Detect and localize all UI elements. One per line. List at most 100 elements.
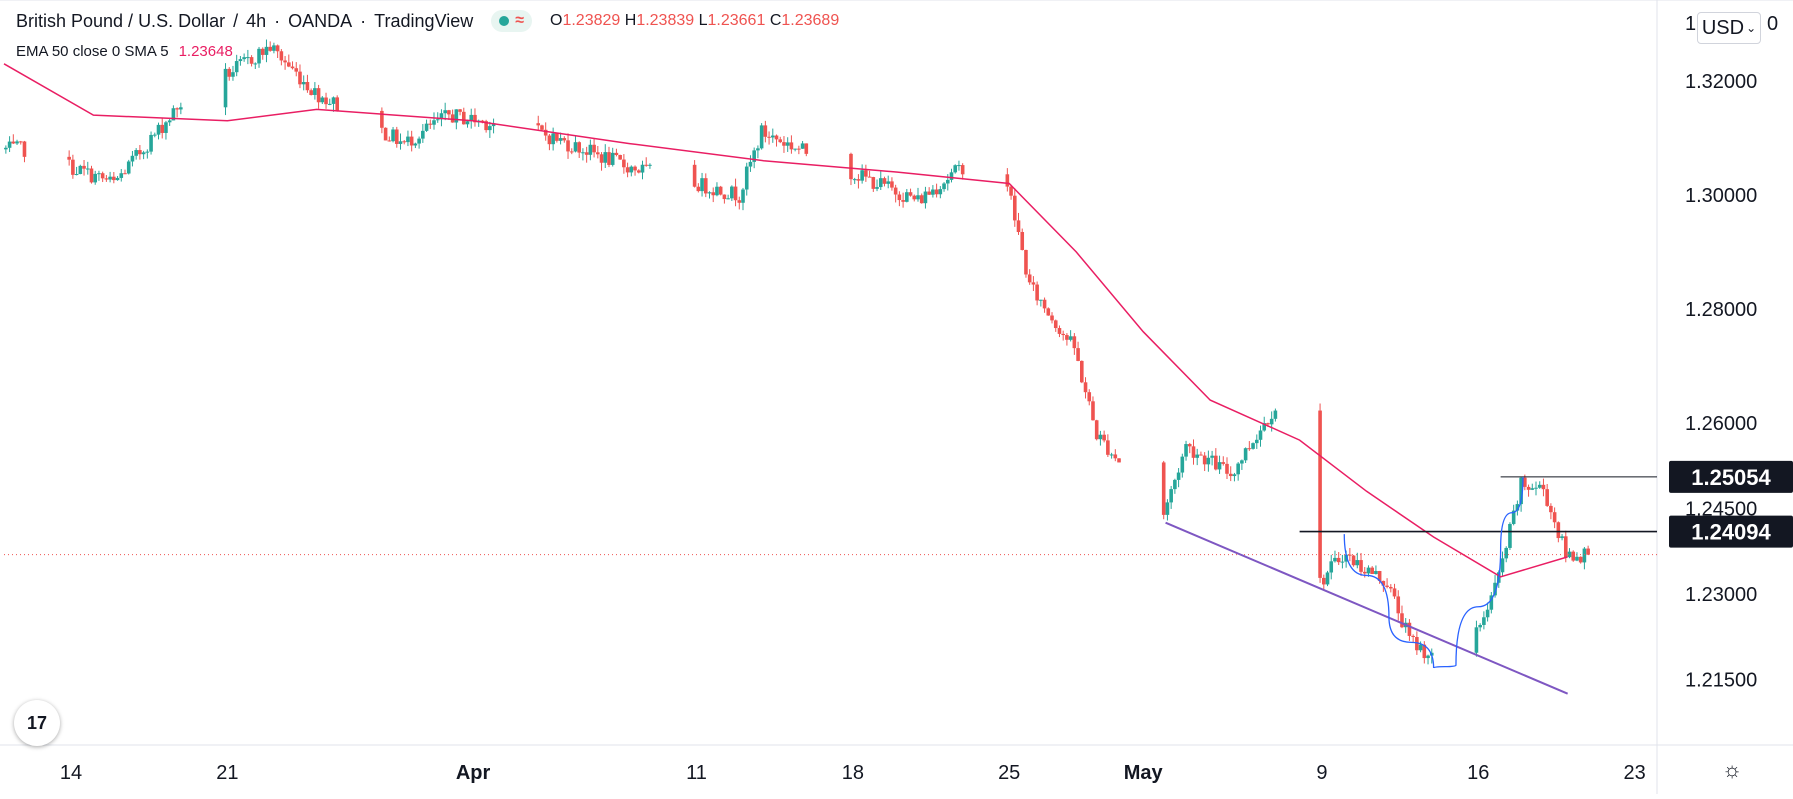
candle-body[interactable] [1530,488,1535,490]
candle-body[interactable] [447,110,451,115]
candle-body[interactable] [1541,484,1546,490]
candle-body[interactable] [287,62,291,67]
candle-body[interactable] [893,187,898,195]
candle-body[interactable] [603,152,608,163]
candle-body[interactable] [901,200,905,202]
candle-body[interactable] [610,152,615,165]
candle-body[interactable] [614,152,619,155]
candle-body[interactable] [242,57,246,60]
candle-body[interactable] [908,192,913,196]
candle-body[interactable] [316,88,321,103]
candle-body[interactable] [558,138,563,141]
candle-body[interactable] [592,144,596,153]
candle-body[interactable] [1094,420,1099,440]
candle-body[interactable] [1351,555,1356,566]
candle-body[interactable] [1366,567,1371,574]
candle-body[interactable] [1381,580,1386,586]
candle-body[interactable] [11,141,16,144]
candle-body[interactable] [1228,473,1233,477]
candle-body[interactable] [756,148,760,151]
candle-body[interactable] [1009,186,1013,196]
candle-body[interactable] [18,141,23,143]
candle-body[interactable] [1251,443,1255,449]
candle-body[interactable] [540,125,544,130]
tradingview-logo-icon[interactable]: 17 [14,700,60,746]
candle-body[interactable] [1072,336,1077,349]
candle-body[interactable] [1396,596,1401,614]
candle-body[interactable] [778,139,783,143]
candle-body[interactable] [782,142,786,146]
candle-body[interactable] [134,150,138,156]
candle-body[interactable] [1061,333,1065,336]
candle-body[interactable] [711,192,716,196]
candle-body[interactable] [581,152,585,154]
candle-body[interactable] [435,119,440,121]
candle-body[interactable] [1474,627,1479,653]
candle-body[interactable] [89,168,94,183]
candle-body[interactable] [394,129,399,144]
candle-body[interactable] [450,114,455,123]
interval-label[interactable]: 4h [246,10,267,31]
candle-body[interactable] [1377,571,1382,581]
candle-body[interactable] [912,195,917,200]
candle-body[interactable] [1173,479,1177,490]
candle-body[interactable] [257,48,261,64]
candle-body[interactable] [1012,195,1017,221]
candle-body[interactable] [1586,548,1590,555]
candle-body[interactable] [1050,315,1054,321]
candle-body[interactable] [15,141,19,144]
candle-body[interactable] [763,125,768,137]
candle-body[interactable] [301,82,306,85]
candle-body[interactable] [864,170,868,177]
candle-body[interactable] [82,165,86,169]
candle-body[interactable] [402,141,407,143]
candle-body[interactable] [454,109,459,123]
cup-curve[interactable] [1343,477,1524,669]
candle-body[interactable] [320,97,325,103]
candle-body[interactable] [1247,448,1252,450]
candle-body[interactable] [543,129,548,136]
candle-body[interactable] [1210,455,1214,458]
candle-body[interactable] [473,114,477,123]
candle-body[interactable] [931,189,935,195]
candle-body[interactable] [119,173,124,178]
candle-body[interactable] [1202,455,1207,465]
candle-body[interactable] [1117,458,1121,463]
candle-body[interactable] [890,181,894,188]
candle-body[interactable] [1578,556,1583,563]
candle-body[interactable] [715,186,719,196]
candle-body[interactable] [67,156,71,160]
candle-body[interactable] [1065,335,1069,340]
candle-body[interactable] [1329,561,1334,573]
candle-body[interactable] [1325,572,1330,585]
candle-body[interactable] [175,108,179,110]
candle-body[interactable] [730,186,734,199]
candle-body[interactable] [1426,655,1430,659]
candle-body[interactable] [1217,462,1222,470]
candle-body[interactable] [331,97,336,104]
candle-body[interactable] [1098,434,1103,440]
candle-body[interactable] [1493,582,1497,596]
candle-body[interactable] [160,124,165,133]
candle-body[interactable] [238,59,243,62]
candle-body[interactable] [93,173,98,183]
candle-body[interactable] [387,140,392,142]
candle-body[interactable] [108,176,112,180]
candle-body[interactable] [1109,454,1114,456]
candle-body[interactable] [804,143,809,154]
candle-body[interactable] [279,51,284,61]
candle-body[interactable] [1191,446,1196,458]
candle-body[interactable] [439,113,444,120]
candle-body[interactable] [428,123,433,125]
candle-body[interactable] [234,61,239,73]
candle-body[interactable] [1169,489,1173,503]
candle-body[interactable] [253,63,258,65]
candle-body[interactable] [625,167,630,173]
candle-body[interactable] [707,192,712,194]
candle-body[interactable] [882,178,887,184]
candle-body[interactable] [417,138,421,144]
candle-body[interactable] [1485,609,1490,618]
candle-body[interactable] [1031,282,1036,285]
candle-body[interactable] [335,97,340,111]
candle-body[interactable] [692,164,697,187]
